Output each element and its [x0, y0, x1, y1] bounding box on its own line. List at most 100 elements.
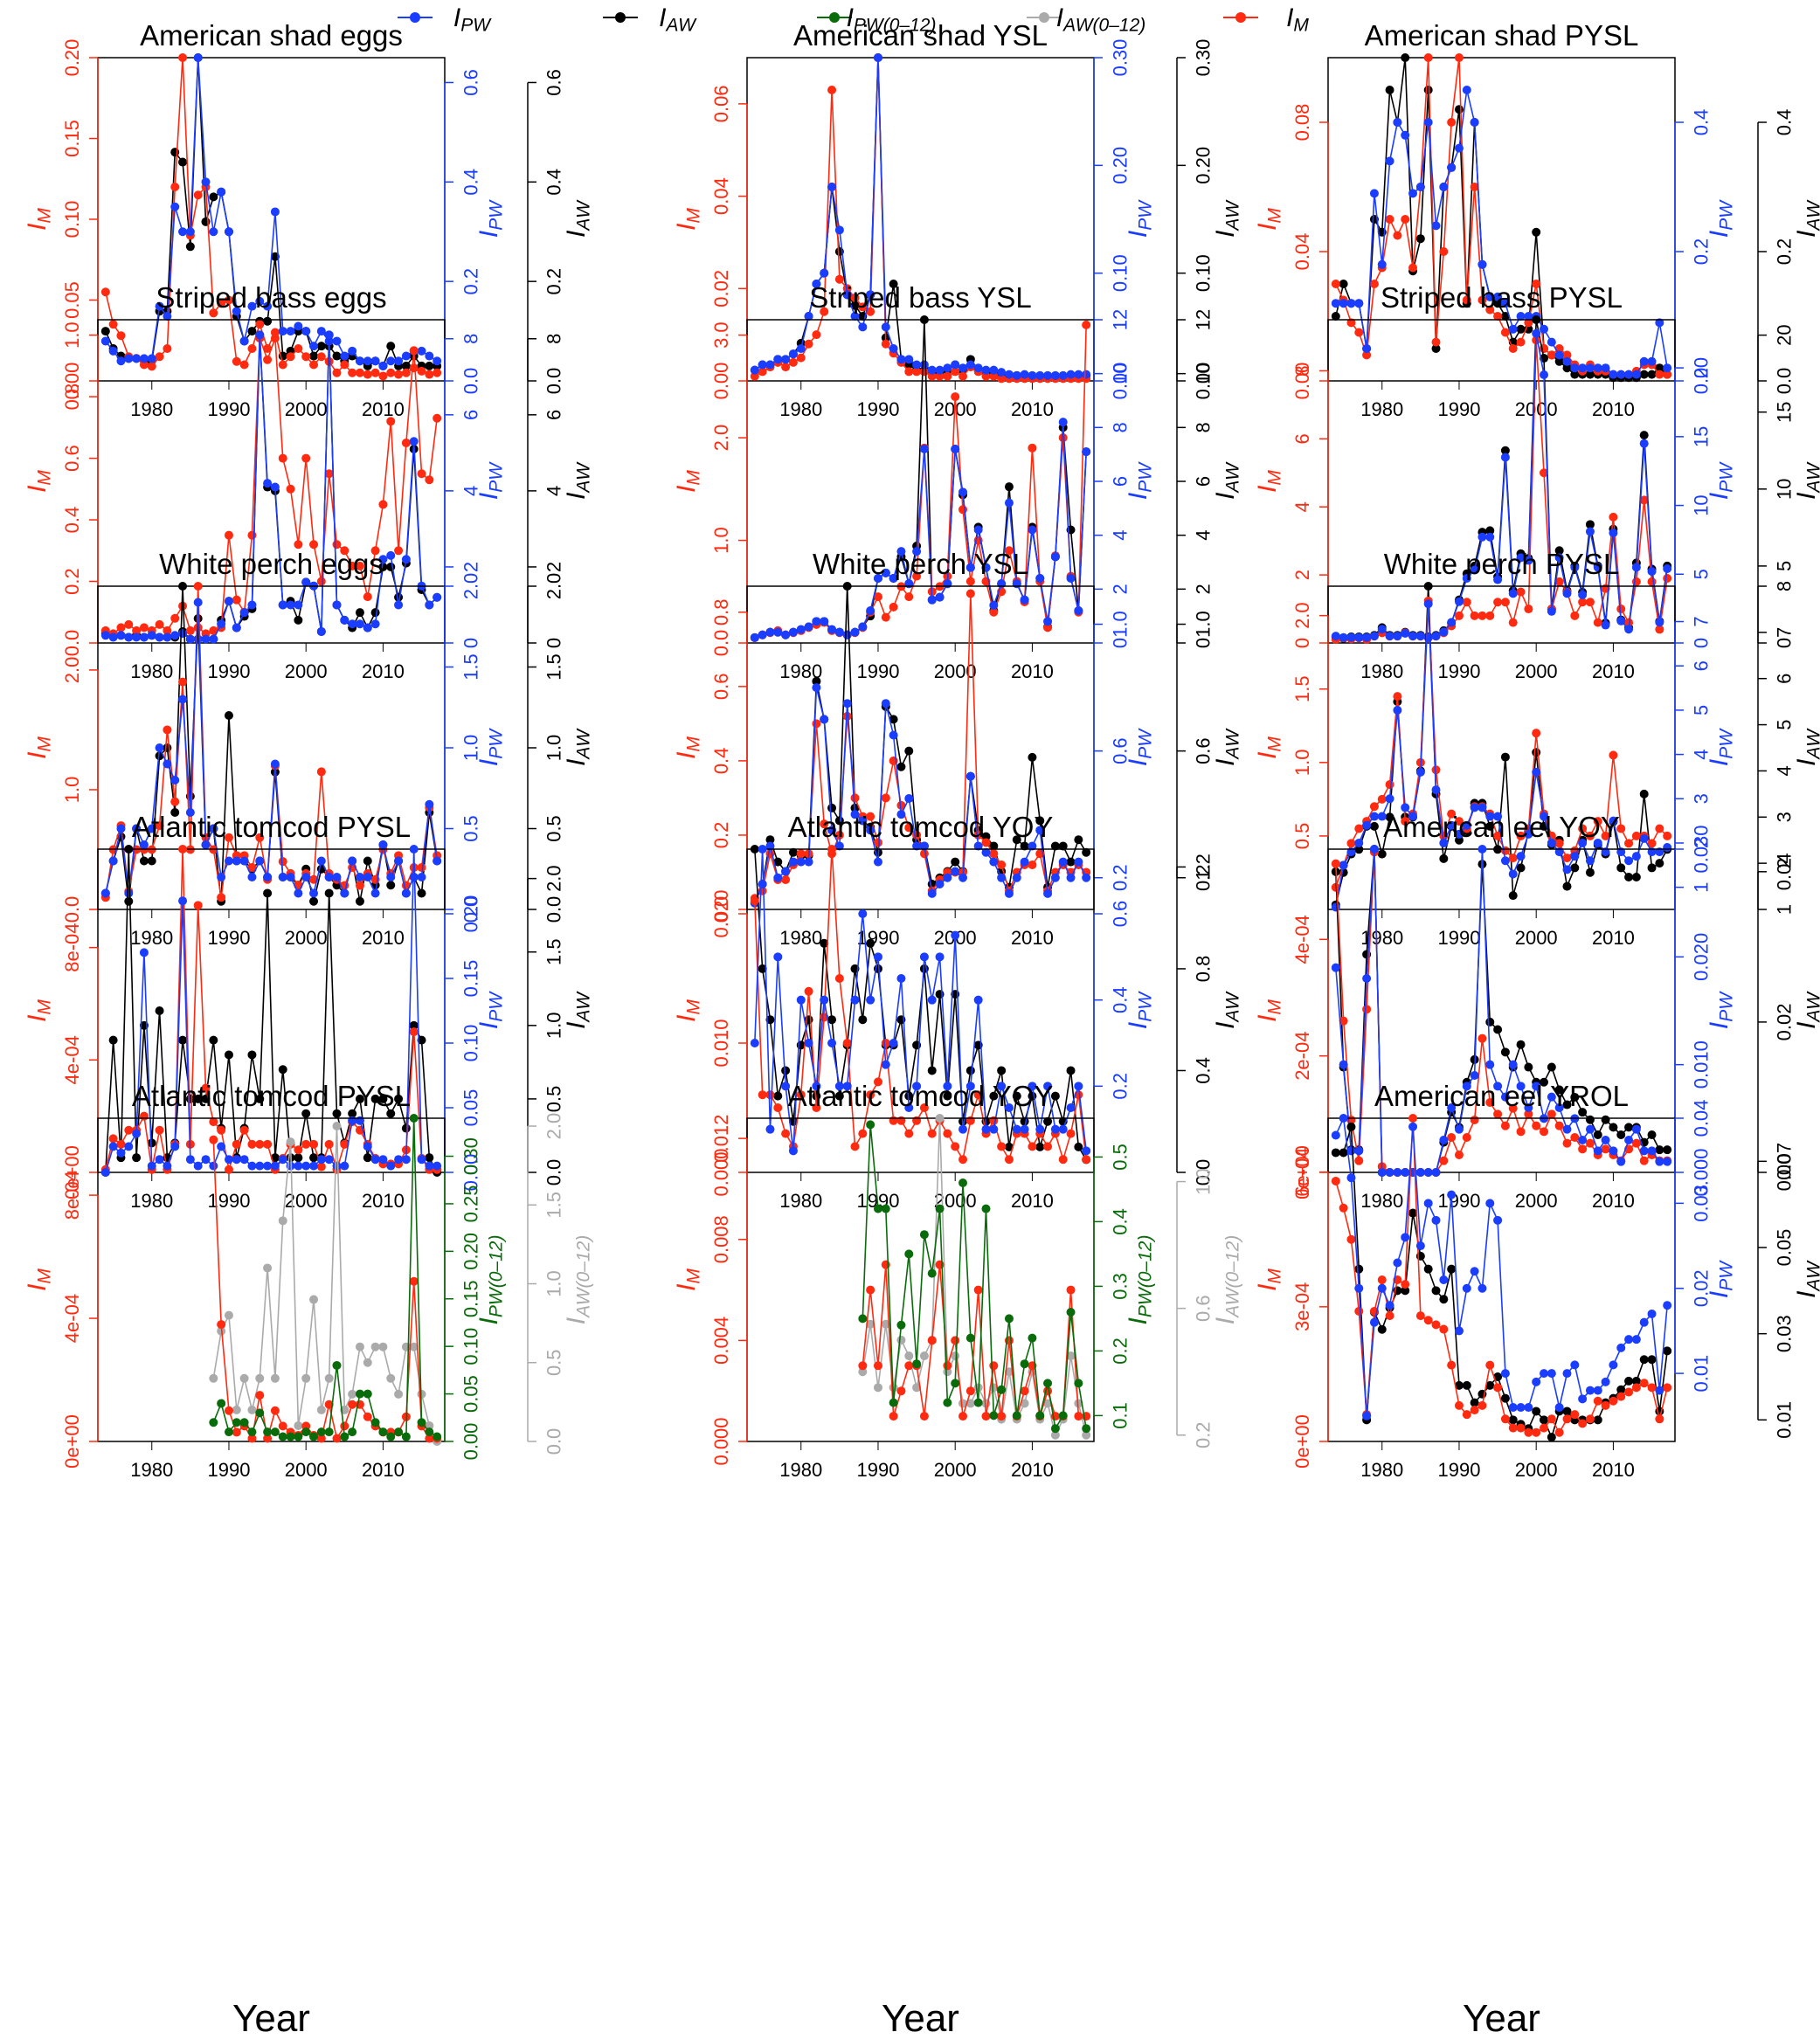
- data-point-I_AW: [1593, 1130, 1602, 1139]
- data-point-I_M: [255, 1139, 265, 1149]
- left-axis-axis-title: IM: [23, 736, 54, 759]
- data-point-I_M: [827, 845, 837, 854]
- data-point-I_PW: [1401, 130, 1410, 140]
- data-point-I_PW: [370, 619, 380, 629]
- data-point-I_M: [989, 371, 999, 381]
- data-point-I_M: [758, 1090, 767, 1100]
- right-axis-1-tick-label: 0.20: [460, 895, 481, 933]
- data-point-I_PW: [1601, 620, 1610, 630]
- series-line-I_AW_0_12: [212, 1125, 438, 1442]
- data-point-I_PW_0_12: [943, 1398, 952, 1407]
- data-point-I_PW: [355, 356, 364, 366]
- left-axis-tick-label: 0.000: [710, 1148, 732, 1196]
- data-point-I_PW: [1393, 118, 1402, 127]
- data-point-I_PW: [1570, 852, 1580, 861]
- data-point-I_PW: [1331, 963, 1340, 972]
- data-point-I_AW: [355, 1094, 364, 1103]
- data-point-I_AW: [1500, 1393, 1510, 1403]
- right-axis-2-axis-title: IAW: [1211, 461, 1242, 500]
- data-point-I_AW: [889, 280, 898, 288]
- data-point-I_PW: [1082, 873, 1091, 882]
- data-point-I_M: [927, 1336, 937, 1345]
- data-point-I_PW: [965, 771, 975, 781]
- right-axis-1-tick-label: 4: [460, 486, 481, 496]
- data-point-I_PW: [1408, 632, 1418, 641]
- data-point-I_AW: [394, 592, 404, 602]
- data-point-I_AW: [425, 361, 434, 370]
- data-point-I_M: [155, 821, 164, 831]
- data-point-I_M: [1508, 618, 1518, 627]
- data-point-I_PW: [224, 227, 233, 237]
- data-point-I_PW: [873, 857, 882, 867]
- data-point-I_AW: [788, 847, 798, 857]
- data-point-I_AW: [147, 1138, 156, 1148]
- right-axis-2-tick-label: 1.5: [543, 938, 564, 965]
- data-point-I_PW: [1485, 812, 1495, 821]
- data-point-I_M: [324, 1400, 334, 1409]
- data-point-I_PW: [1454, 1124, 1464, 1134]
- data-point-I_PW: [1524, 312, 1533, 321]
- data-point-I_M: [1516, 1423, 1526, 1433]
- data-point-I_M: [324, 1139, 334, 1149]
- data-point-I_M: [1028, 1142, 1037, 1151]
- data-point-I_PW: [1439, 838, 1449, 847]
- data-point-I_M: [163, 725, 172, 735]
- data-point-I_AW: [1485, 821, 1495, 831]
- data-point-I_PW: [1516, 312, 1526, 321]
- data-point-I_M: [834, 974, 844, 983]
- data-point-I_AW: [1074, 1142, 1083, 1151]
- panel-title: American shad YSL: [793, 19, 1048, 52]
- right-axis-1-tick-label: 2.0: [460, 573, 481, 600]
- data-point-I_PW: [1601, 363, 1610, 373]
- data-point-I_M: [1570, 1133, 1580, 1142]
- data-point-I_M: [1631, 577, 1641, 586]
- data-point-I_M: [781, 874, 791, 884]
- data-point-I_PW: [316, 327, 326, 336]
- data-point-I_PW: [1050, 873, 1060, 882]
- data-point-I_M: [820, 307, 829, 316]
- data-point-I_PW: [1415, 183, 1425, 191]
- data-point-I_M: [1447, 1360, 1457, 1370]
- right-axis-2-tick-label: 3: [1773, 812, 1795, 822]
- data-point-I_PW: [139, 840, 149, 849]
- data-point-I_PW: [394, 356, 404, 366]
- left-axis-tick-label: 4e-04: [61, 1294, 83, 1343]
- data-point-I_PW: [827, 1039, 837, 1047]
- data-point-I_M: [1647, 577, 1657, 586]
- data-point-I_M: [889, 602, 898, 612]
- x-tick-label: 2010: [1011, 927, 1054, 949]
- data-point-I_PW: [355, 619, 364, 629]
- data-point-I_PW: [1346, 1146, 1356, 1156]
- data-point-I_AW: [1647, 1130, 1657, 1139]
- left-axis-tick-label: 0.0: [710, 630, 732, 657]
- data-point-I_PW: [316, 626, 326, 636]
- data-point-I_AW: [1554, 356, 1564, 366]
- right-axis-1-tick-label: 0.05: [460, 1089, 481, 1127]
- data-point-I_PW: [1508, 1060, 1518, 1069]
- data-point-I_AW: [1609, 1123, 1618, 1132]
- data-point-I_M: [973, 830, 983, 840]
- data-point-I_M: [1477, 295, 1487, 305]
- data-point-I_PW: [935, 365, 945, 375]
- left-axis-axis-title: IM: [672, 470, 703, 493]
- data-point-I_M: [1540, 1423, 1549, 1433]
- data-point-I_AW: [1431, 344, 1441, 353]
- data-point-I_AW: [1423, 1264, 1433, 1274]
- data-point-I_AW: [1035, 816, 1045, 826]
- data-point-I_M: [1655, 625, 1664, 634]
- data-point-I_M: [263, 344, 273, 353]
- data-point-I_M: [286, 352, 295, 362]
- data-point-I_AW: [1004, 482, 1014, 492]
- data-point-I_PW: [827, 625, 837, 634]
- data-point-I_M: [217, 1320, 226, 1330]
- data-point-I_PW: [348, 856, 357, 866]
- data-point-I_AW_0_12: [224, 1310, 233, 1320]
- data-point-I_M: [873, 592, 882, 602]
- right-axis-1-tick-label: 0.30: [1109, 39, 1131, 77]
- panel-title: White perch PYSL: [1384, 548, 1620, 580]
- data-point-I_AW: [1663, 1145, 1672, 1155]
- data-point-I_AW: [348, 1109, 357, 1118]
- right-axis-2-tick-label: 5: [1773, 561, 1795, 571]
- data-point-I_AW: [1447, 1264, 1457, 1274]
